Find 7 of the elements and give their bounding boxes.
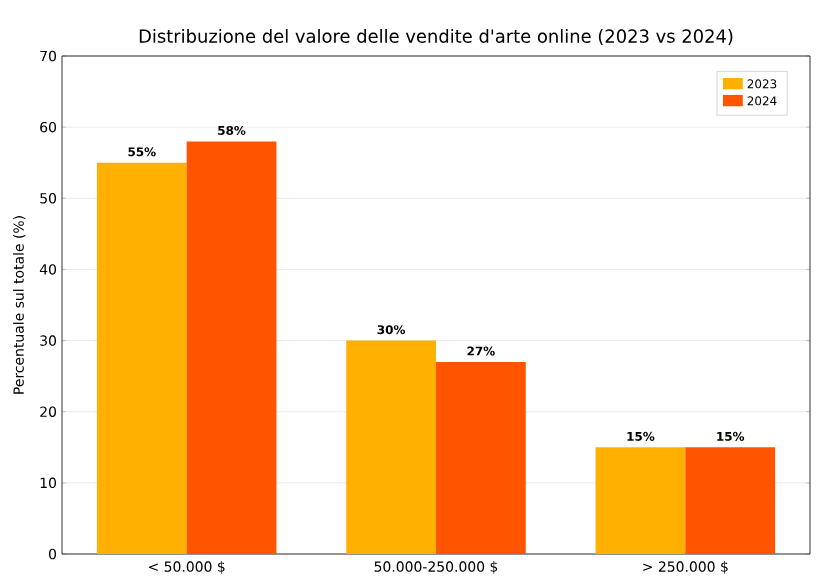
bar [346,340,436,554]
bar [595,447,686,554]
bar [685,447,776,554]
bar [96,162,187,554]
bar [436,361,526,554]
bar [186,141,277,554]
chart-title: Distribuzione del valore delle vendite d'arte online (2023 vs 2024) [139,29,733,46]
